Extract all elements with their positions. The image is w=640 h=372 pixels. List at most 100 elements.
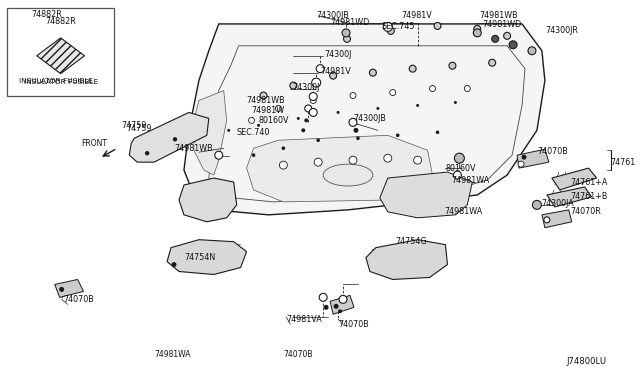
Circle shape — [252, 153, 255, 157]
Text: 74981WB: 74981WB — [246, 96, 285, 105]
Circle shape — [312, 78, 321, 87]
Circle shape — [383, 22, 392, 31]
Circle shape — [474, 25, 481, 32]
Circle shape — [353, 128, 358, 133]
Text: FRONT: FRONT — [81, 139, 108, 148]
Text: 74070B: 74070B — [537, 147, 568, 156]
Bar — [7, 8, 115, 96]
Circle shape — [290, 82, 297, 89]
Text: J74800LU: J74800LU — [567, 356, 607, 366]
Polygon shape — [366, 240, 447, 279]
Circle shape — [454, 101, 457, 104]
Circle shape — [227, 129, 230, 132]
Circle shape — [301, 128, 305, 132]
Text: 74300JR: 74300JR — [545, 26, 578, 35]
Circle shape — [436, 131, 439, 134]
Text: 74981WB: 74981WB — [174, 144, 212, 153]
Circle shape — [304, 118, 308, 122]
Text: 74981VA: 74981VA — [286, 315, 322, 324]
Circle shape — [384, 154, 392, 162]
Circle shape — [522, 155, 527, 160]
Circle shape — [275, 105, 282, 112]
Circle shape — [489, 59, 495, 66]
Ellipse shape — [323, 164, 373, 186]
Circle shape — [349, 156, 357, 164]
Polygon shape — [179, 178, 237, 222]
Polygon shape — [54, 279, 84, 297]
Polygon shape — [552, 168, 596, 190]
Text: 74761+B: 74761+B — [571, 192, 608, 201]
Circle shape — [309, 109, 317, 116]
Circle shape — [280, 161, 287, 169]
Circle shape — [416, 104, 419, 107]
Circle shape — [316, 65, 324, 73]
Circle shape — [324, 305, 328, 310]
Polygon shape — [330, 295, 354, 314]
Text: 74981WD: 74981WD — [330, 19, 369, 28]
Circle shape — [309, 93, 317, 100]
Circle shape — [333, 304, 339, 309]
Text: 74981WA: 74981WA — [154, 350, 191, 359]
Circle shape — [387, 28, 394, 34]
Circle shape — [350, 93, 356, 99]
Circle shape — [413, 156, 422, 164]
Circle shape — [330, 72, 337, 79]
Circle shape — [338, 309, 342, 313]
Polygon shape — [547, 187, 591, 207]
Polygon shape — [542, 210, 572, 228]
Circle shape — [314, 158, 322, 166]
Text: 80160V: 80160V — [445, 164, 476, 173]
Circle shape — [339, 295, 347, 303]
Circle shape — [349, 118, 357, 126]
Text: 74070B: 74070B — [338, 320, 369, 329]
Circle shape — [248, 118, 255, 124]
Polygon shape — [36, 38, 84, 74]
Circle shape — [310, 97, 316, 103]
Circle shape — [454, 153, 465, 163]
Text: SEC.740: SEC.740 — [237, 128, 270, 137]
Circle shape — [429, 86, 435, 92]
Text: 74981WA: 74981WA — [444, 207, 483, 217]
Circle shape — [465, 86, 470, 92]
Text: 74761: 74761 — [611, 158, 636, 167]
Circle shape — [59, 287, 64, 292]
Circle shape — [544, 217, 550, 223]
Text: 74759: 74759 — [127, 124, 152, 133]
Circle shape — [390, 90, 396, 96]
Text: 74300J: 74300J — [292, 83, 320, 92]
Text: 74981V: 74981V — [402, 12, 433, 20]
Circle shape — [532, 201, 541, 209]
Circle shape — [376, 107, 380, 110]
Circle shape — [449, 62, 456, 69]
Circle shape — [260, 92, 267, 99]
Polygon shape — [380, 172, 472, 218]
Circle shape — [409, 65, 416, 72]
Text: 74981V: 74981V — [320, 67, 351, 76]
Text: 74759: 74759 — [122, 121, 147, 130]
Polygon shape — [194, 90, 227, 175]
Circle shape — [518, 161, 524, 167]
Polygon shape — [246, 135, 433, 202]
Text: 74300J: 74300J — [324, 50, 351, 59]
Text: 74070B: 74070B — [284, 350, 313, 359]
Circle shape — [396, 134, 399, 137]
Text: 74981WB: 74981WB — [479, 12, 518, 20]
Circle shape — [453, 171, 461, 179]
Circle shape — [504, 32, 511, 39]
Text: 74754N: 74754N — [184, 253, 215, 262]
Circle shape — [297, 117, 300, 120]
Text: 74300JB: 74300JB — [353, 114, 386, 123]
Text: 80160V: 80160V — [259, 116, 289, 125]
Text: 74882R: 74882R — [45, 17, 76, 26]
Circle shape — [356, 137, 360, 140]
Polygon shape — [184, 24, 545, 215]
Text: 74300JB: 74300JB — [316, 12, 349, 20]
Text: 74070R: 74070R — [571, 207, 602, 217]
Text: 74070B: 74070B — [63, 295, 94, 304]
Text: 74981WD: 74981WD — [483, 20, 522, 29]
Circle shape — [282, 147, 285, 150]
Circle shape — [215, 151, 223, 159]
Circle shape — [257, 124, 260, 127]
Circle shape — [319, 294, 327, 301]
Circle shape — [305, 105, 312, 112]
